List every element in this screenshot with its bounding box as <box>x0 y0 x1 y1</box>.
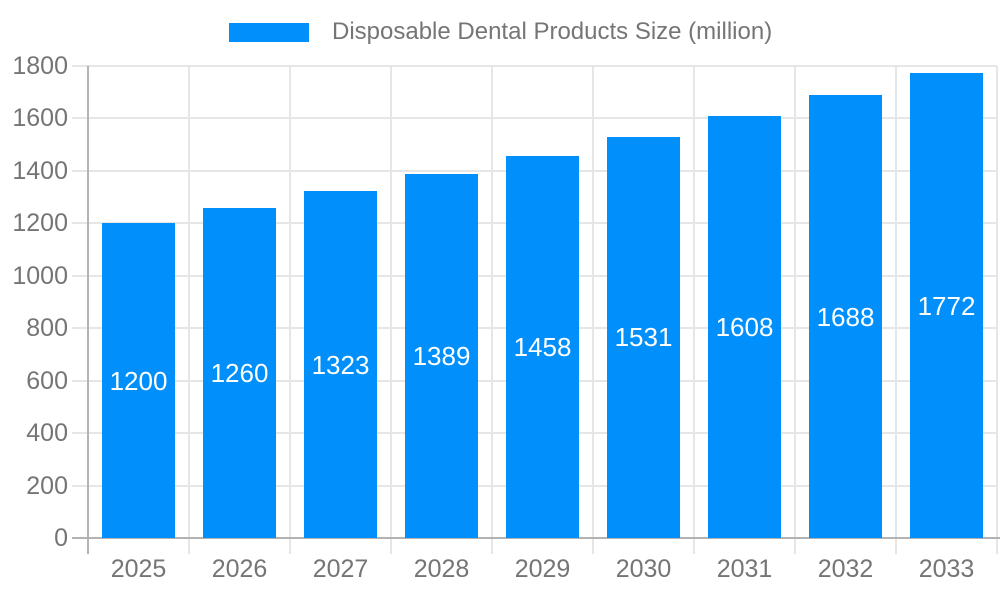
x-axis-tick-label: 2032 <box>817 555 874 583</box>
h-gridline <box>72 117 997 120</box>
bar-value-label: 1389 <box>412 340 471 371</box>
x-axis-tick-label: 2031 <box>716 555 773 583</box>
bar-2026[interactable]: 1260 <box>203 207 276 538</box>
bar-value-label: 1260 <box>210 357 269 388</box>
v-gridline <box>390 66 392 554</box>
v-gridline <box>491 66 493 554</box>
bar-2025[interactable]: 1200 <box>102 223 175 538</box>
legend-label: Disposable Dental Products Size (million… <box>332 18 773 45</box>
x-axis-tick-label: 2027 <box>312 555 369 583</box>
bar-value-label: 1323 <box>311 349 370 380</box>
x-axis-tick-label: 2026 <box>211 555 268 583</box>
bar-2027[interactable]: 1323 <box>304 191 377 538</box>
y-axis-tick-label: 200 <box>26 471 68 500</box>
x-axis-tick-label: 2033 <box>918 555 975 583</box>
y-axis-line <box>87 66 89 554</box>
bar-2031[interactable]: 1608 <box>708 116 781 538</box>
y-axis-tick-label: 400 <box>26 419 68 448</box>
x-axis-tick-label: 2029 <box>514 555 571 583</box>
bar-2029[interactable]: 1458 <box>506 155 579 538</box>
bar-value-label: 1688 <box>816 301 875 332</box>
bar-2030[interactable]: 1531 <box>607 136 680 538</box>
bar-2032[interactable]: 1688 <box>809 95 882 538</box>
x-axis-line <box>72 537 1000 539</box>
y-axis-tick-label: 1600 <box>12 104 68 133</box>
bar-2033[interactable]: 1772 <box>910 73 983 538</box>
legend-swatch-icon <box>229 22 309 42</box>
x-axis-tick-label: 2025 <box>110 555 167 583</box>
y-axis-tick-label: 1800 <box>12 52 68 80</box>
x-axis-tick-label: 2028 <box>413 555 470 583</box>
y-axis-tick-label: 800 <box>26 314 68 343</box>
bar-value-label: 1458 <box>513 331 572 362</box>
v-gridline <box>895 66 897 554</box>
bar-value-label: 1608 <box>715 312 774 343</box>
v-gridline <box>693 66 695 554</box>
y-axis-tick-label: 0 <box>54 524 68 552</box>
x-axis-tick-label: 2030 <box>615 555 672 583</box>
h-gridline <box>72 65 997 67</box>
bar-value-label: 1531 <box>614 322 673 353</box>
y-axis-tick-label: 1200 <box>12 209 68 238</box>
v-gridline <box>188 66 190 554</box>
legend: Disposable Dental Products Size (million… <box>229 18 772 46</box>
bar-2028[interactable]: 1389 <box>405 173 478 538</box>
v-gridline <box>289 66 291 554</box>
y-axis-tick-label: 1400 <box>12 156 68 185</box>
y-axis-tick-label: 600 <box>26 366 68 395</box>
bar-value-label: 1772 <box>917 290 976 321</box>
v-gridline <box>996 66 998 554</box>
legend-item[interactable]: Disposable Dental Products Size (million… <box>229 18 772 46</box>
v-gridline <box>592 66 594 554</box>
v-gridline <box>794 66 796 554</box>
y-axis-tick-label: 1000 <box>12 261 68 290</box>
bar-value-label: 1200 <box>109 365 168 396</box>
